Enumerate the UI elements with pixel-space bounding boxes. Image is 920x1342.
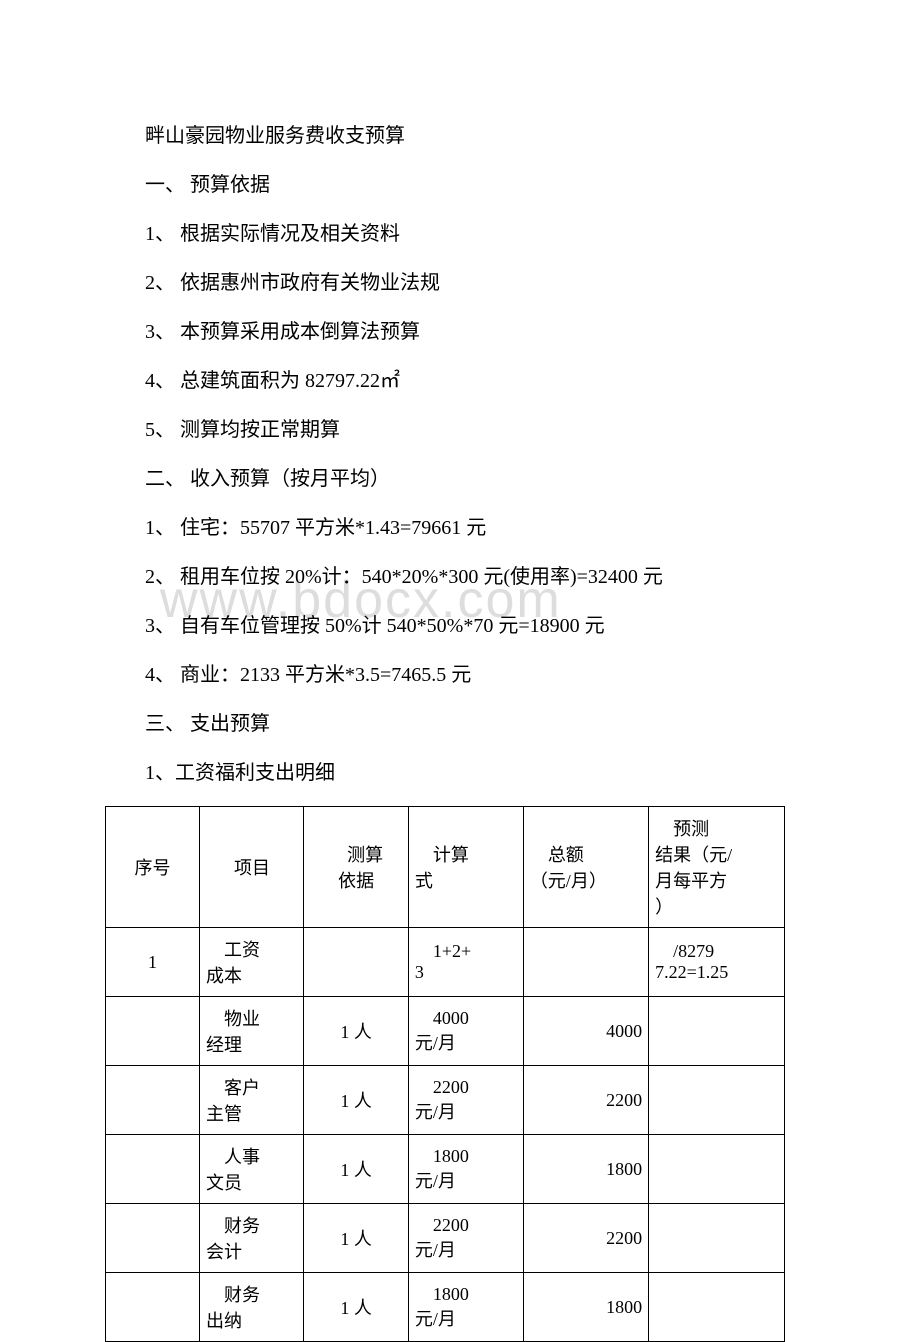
cell-total: 2200 — [523, 1204, 648, 1273]
header-basis: 测算依据 — [304, 807, 408, 928]
table-row: 财务出纳 1 人 1800元/月 1800 — [106, 1273, 785, 1342]
cell-item: 财务会计 — [200, 1204, 304, 1273]
cell-item: 工资成本 — [200, 928, 304, 997]
table-row: 客户主管 1 人 2200元/月 2200 — [106, 1066, 785, 1135]
section1-heading: 一、 预算依据 — [145, 169, 810, 201]
cell-total — [523, 928, 648, 997]
cell-result — [649, 1135, 785, 1204]
cell-result — [649, 1204, 785, 1273]
section1-item: 5、 测算均按正常期算 — [145, 414, 810, 446]
cell-item: 财务出纳 — [200, 1273, 304, 1342]
header-result: 预测结果（元/月每平方） — [649, 807, 785, 928]
cell-basis: 1 人 — [304, 1135, 408, 1204]
section2-item: 2、 租用车位按 20%计：540*20%*300 元(使用率)=32400 元 — [145, 561, 810, 593]
section3-subheading: 1、工资福利支出明细 — [145, 757, 810, 789]
section2-item: 4、 商业：2133 平方米*3.5=7465.5 元 — [145, 659, 810, 691]
salary-table: 序号 项目 测算依据 计算式 总额（元/月） 预测结果（元/月每平方） 1 工资… — [105, 806, 785, 1342]
table-row: 财务会计 1 人 2200元/月 2200 — [106, 1204, 785, 1273]
cell-calc: 1800元/月 — [408, 1135, 523, 1204]
cell-basis: 1 人 — [304, 1273, 408, 1342]
cell-result — [649, 1066, 785, 1135]
table-row: 1 工资成本 1+2+3 /82797.22=1.25 — [106, 928, 785, 997]
cell-item: 物业经理 — [200, 997, 304, 1066]
document-title: 畔山豪园物业服务费收支预算 — [145, 120, 810, 152]
header-total: 总额（元/月） — [523, 807, 648, 928]
cell-seq — [106, 1066, 200, 1135]
table-header-row: 序号 项目 测算依据 计算式 总额（元/月） 预测结果（元/月每平方） — [106, 807, 785, 928]
cell-seq: 1 — [106, 928, 200, 997]
section2-item: 3、 自有车位管理按 50%计 540*50%*70 元=18900 元 — [145, 610, 810, 642]
cell-result: /82797.22=1.25 — [649, 928, 785, 997]
cell-calc: 4000元/月 — [408, 997, 523, 1066]
table-row: 人事文员 1 人 1800元/月 1800 — [106, 1135, 785, 1204]
section2-item: 1、 住宅：55707 平方米*1.43=79661 元 — [145, 512, 810, 544]
section1-item: 1、 根据实际情况及相关资料 — [145, 218, 810, 250]
section3-heading: 三、 支出预算 — [145, 708, 810, 740]
section1-item: 4、 总建筑面积为 82797.22㎡ — [145, 365, 810, 397]
cell-result — [649, 1273, 785, 1342]
cell-calc: 2200元/月 — [408, 1204, 523, 1273]
document-content: 畔山豪园物业服务费收支预算 一、 预算依据 1、 根据实际情况及相关资料 2、 … — [145, 120, 810, 1342]
cell-basis: 1 人 — [304, 1066, 408, 1135]
table-row: 物业经理 1 人 4000元/月 4000 — [106, 997, 785, 1066]
section2-heading: 二、 收入预算（按月平均） — [145, 463, 810, 495]
cell-calc: 2200元/月 — [408, 1066, 523, 1135]
cell-seq — [106, 1204, 200, 1273]
cell-seq — [106, 1273, 200, 1342]
cell-calc: 1+2+3 — [408, 928, 523, 997]
section1-item: 2、 依据惠州市政府有关物业法规 — [145, 267, 810, 299]
cell-item: 人事文员 — [200, 1135, 304, 1204]
header-seq: 序号 — [106, 807, 200, 928]
cell-calc: 1800元/月 — [408, 1273, 523, 1342]
cell-total: 2200 — [523, 1066, 648, 1135]
cell-seq — [106, 997, 200, 1066]
cell-seq — [106, 1135, 200, 1204]
cell-total: 1800 — [523, 1273, 648, 1342]
header-item: 项目 — [200, 807, 304, 928]
cell-result — [649, 997, 785, 1066]
cell-basis: 1 人 — [304, 1204, 408, 1273]
cell-total: 4000 — [523, 997, 648, 1066]
cell-basis: 1 人 — [304, 997, 408, 1066]
section1-item: 3、 本预算采用成本倒算法预算 — [145, 316, 810, 348]
cell-basis — [304, 928, 408, 997]
cell-item: 客户主管 — [200, 1066, 304, 1135]
cell-total: 1800 — [523, 1135, 648, 1204]
header-calc: 计算式 — [408, 807, 523, 928]
